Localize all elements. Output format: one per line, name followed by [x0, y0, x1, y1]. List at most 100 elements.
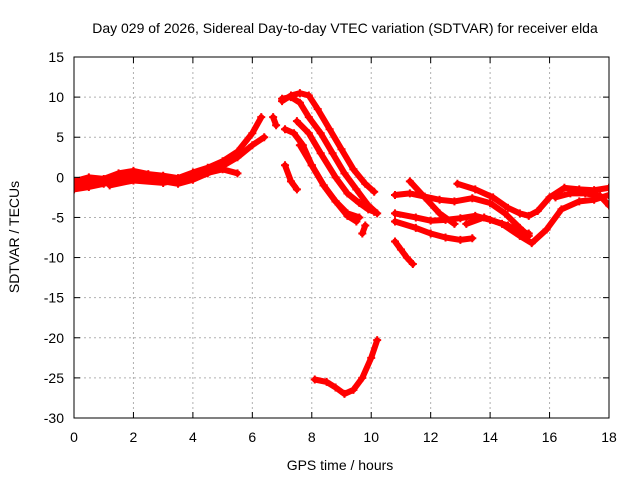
data-point — [503, 203, 512, 212]
data-point — [105, 181, 114, 190]
data-point — [331, 173, 340, 182]
data-point — [84, 178, 93, 187]
data-point — [361, 221, 370, 230]
x-axis-label: GPS time / hours — [287, 457, 394, 473]
series-group — [74, 89, 609, 398]
data-point — [233, 152, 242, 161]
data-point — [524, 211, 533, 220]
data-point — [349, 165, 358, 174]
plot-frame — [73, 56, 610, 419]
y-tick-label: -10 — [44, 250, 64, 266]
data-point — [281, 161, 290, 170]
data-point — [435, 195, 444, 204]
data-point — [355, 199, 364, 208]
data-point — [233, 169, 242, 178]
data-point — [435, 209, 444, 218]
data-point — [527, 239, 536, 248]
data-point — [355, 213, 364, 222]
data-point — [566, 189, 575, 198]
x-tick-label: 18 — [601, 429, 617, 445]
data-point — [489, 193, 498, 202]
data-point — [340, 169, 349, 178]
data-point — [159, 178, 168, 187]
x-tick-label: 6 — [248, 429, 256, 445]
data-point — [316, 129, 325, 138]
data-point — [456, 235, 465, 244]
data-point — [408, 259, 417, 268]
data-point — [560, 183, 569, 192]
series-sat-g — [279, 94, 381, 217]
series-sat-o — [392, 190, 532, 239]
x-tick-label: 8 — [308, 429, 316, 445]
gridlines — [74, 57, 609, 418]
data-point — [515, 231, 524, 240]
data-point — [605, 190, 609, 199]
data-point — [391, 209, 399, 218]
data-point — [295, 89, 304, 98]
x-tick-label: 12 — [423, 429, 439, 445]
data-point — [364, 205, 373, 214]
data-point — [468, 194, 477, 203]
data-point — [328, 149, 337, 158]
data-point — [486, 199, 495, 208]
data-point — [367, 353, 376, 362]
data-point — [411, 223, 420, 232]
data-point — [129, 176, 138, 185]
data-series — [74, 89, 609, 398]
data-point — [337, 145, 346, 154]
y-tick-label: -20 — [44, 330, 64, 346]
data-point — [391, 190, 399, 199]
data-point — [575, 197, 584, 206]
data-point — [533, 207, 542, 216]
data-point — [391, 217, 399, 226]
data-point — [426, 216, 435, 225]
data-point — [358, 373, 367, 382]
y-tick-label: -30 — [44, 410, 64, 426]
data-point — [391, 237, 399, 246]
series-sat-f — [279, 90, 378, 195]
data-point — [352, 217, 361, 226]
data-point — [450, 219, 459, 228]
data-point — [74, 181, 78, 190]
y-axis-label: SDTVAR / TECUs — [6, 181, 22, 293]
data-point — [74, 177, 78, 186]
data-point — [340, 389, 349, 398]
data-point — [331, 383, 340, 392]
data-point — [257, 113, 266, 122]
y-tick-label: 0 — [56, 169, 64, 185]
data-point — [471, 185, 480, 194]
data-point — [370, 207, 379, 216]
data-point — [557, 205, 566, 214]
data-point — [188, 172, 197, 181]
data-point — [272, 121, 281, 130]
data-point — [269, 113, 278, 122]
x-tick-label: 0 — [70, 429, 78, 445]
data-point — [524, 229, 533, 238]
data-point — [289, 129, 298, 138]
y-tick-label: 5 — [56, 129, 64, 145]
data-point — [331, 197, 340, 206]
data-point — [373, 336, 382, 345]
data-point — [304, 113, 313, 122]
data-point — [450, 197, 459, 206]
data-point — [500, 209, 509, 218]
series-sat-m — [311, 337, 381, 397]
series-sat-n — [392, 238, 416, 267]
data-point — [396, 245, 405, 254]
data-point — [349, 385, 358, 394]
data-point — [286, 93, 295, 102]
data-point — [278, 94, 287, 103]
data-point — [292, 117, 301, 126]
data-point — [343, 211, 352, 220]
data-point — [286, 177, 295, 186]
data-point — [453, 179, 462, 188]
x-tick-labels: 0 2 4 6 8 10 12 14 16 18 — [70, 429, 617, 445]
data-point — [319, 181, 328, 190]
data-point — [260, 133, 269, 142]
data-point — [498, 219, 506, 228]
data-point — [405, 177, 414, 186]
data-point — [456, 214, 465, 223]
data-point — [405, 189, 414, 198]
y-tick-labels: 15 10 5 0 -5 -10 -15 -20 -25 -30 — [44, 49, 64, 426]
